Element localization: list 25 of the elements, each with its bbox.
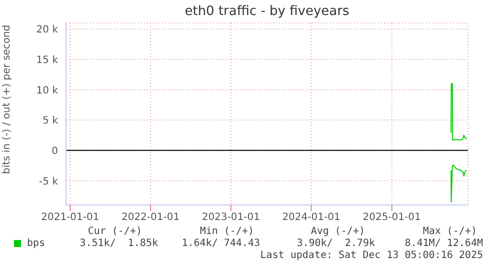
y-tick-label: 15 k xyxy=(36,54,58,66)
y-tick-label: 0 xyxy=(52,146,58,157)
x-tick-label: 2024-01-01 xyxy=(282,212,340,224)
text: Last update: Sat Dec 13 05:00:16 2025 xyxy=(260,250,483,261)
text: 8.41M/ 12.64M xyxy=(404,238,483,249)
y-tick-label: 20 k xyxy=(36,24,58,36)
x-tick-label: 2023-01-01 xyxy=(202,212,260,224)
text: Max (-/+) xyxy=(422,226,477,237)
x-tick-label: 2021-01-01 xyxy=(41,212,100,224)
text: 3.51k/ 1.85k xyxy=(80,238,158,249)
x-tick-label: 2022-01-01 xyxy=(121,212,180,224)
y-tick-label: 10 k xyxy=(36,85,58,96)
text: Avg (-/+) xyxy=(310,226,365,237)
y-axis-title: bits in (-) / out (+) per second xyxy=(2,24,13,174)
text: 3.90k/ 2.79k xyxy=(296,238,375,249)
x-tick-label: 2025-01-01 xyxy=(362,212,421,224)
chart-title: eth0 traffic - by fiveyears xyxy=(184,4,350,19)
y-tick-label: -5 k xyxy=(39,176,58,188)
text: Min (-/+) xyxy=(200,226,254,237)
y-tick-label: 5 k xyxy=(42,116,58,127)
line-series xyxy=(450,83,468,141)
text: Cur (-/+) xyxy=(88,226,142,237)
line-series xyxy=(450,164,468,202)
legend-label: bps xyxy=(27,238,46,249)
text: 1.64k/ 744.43 xyxy=(182,238,260,249)
